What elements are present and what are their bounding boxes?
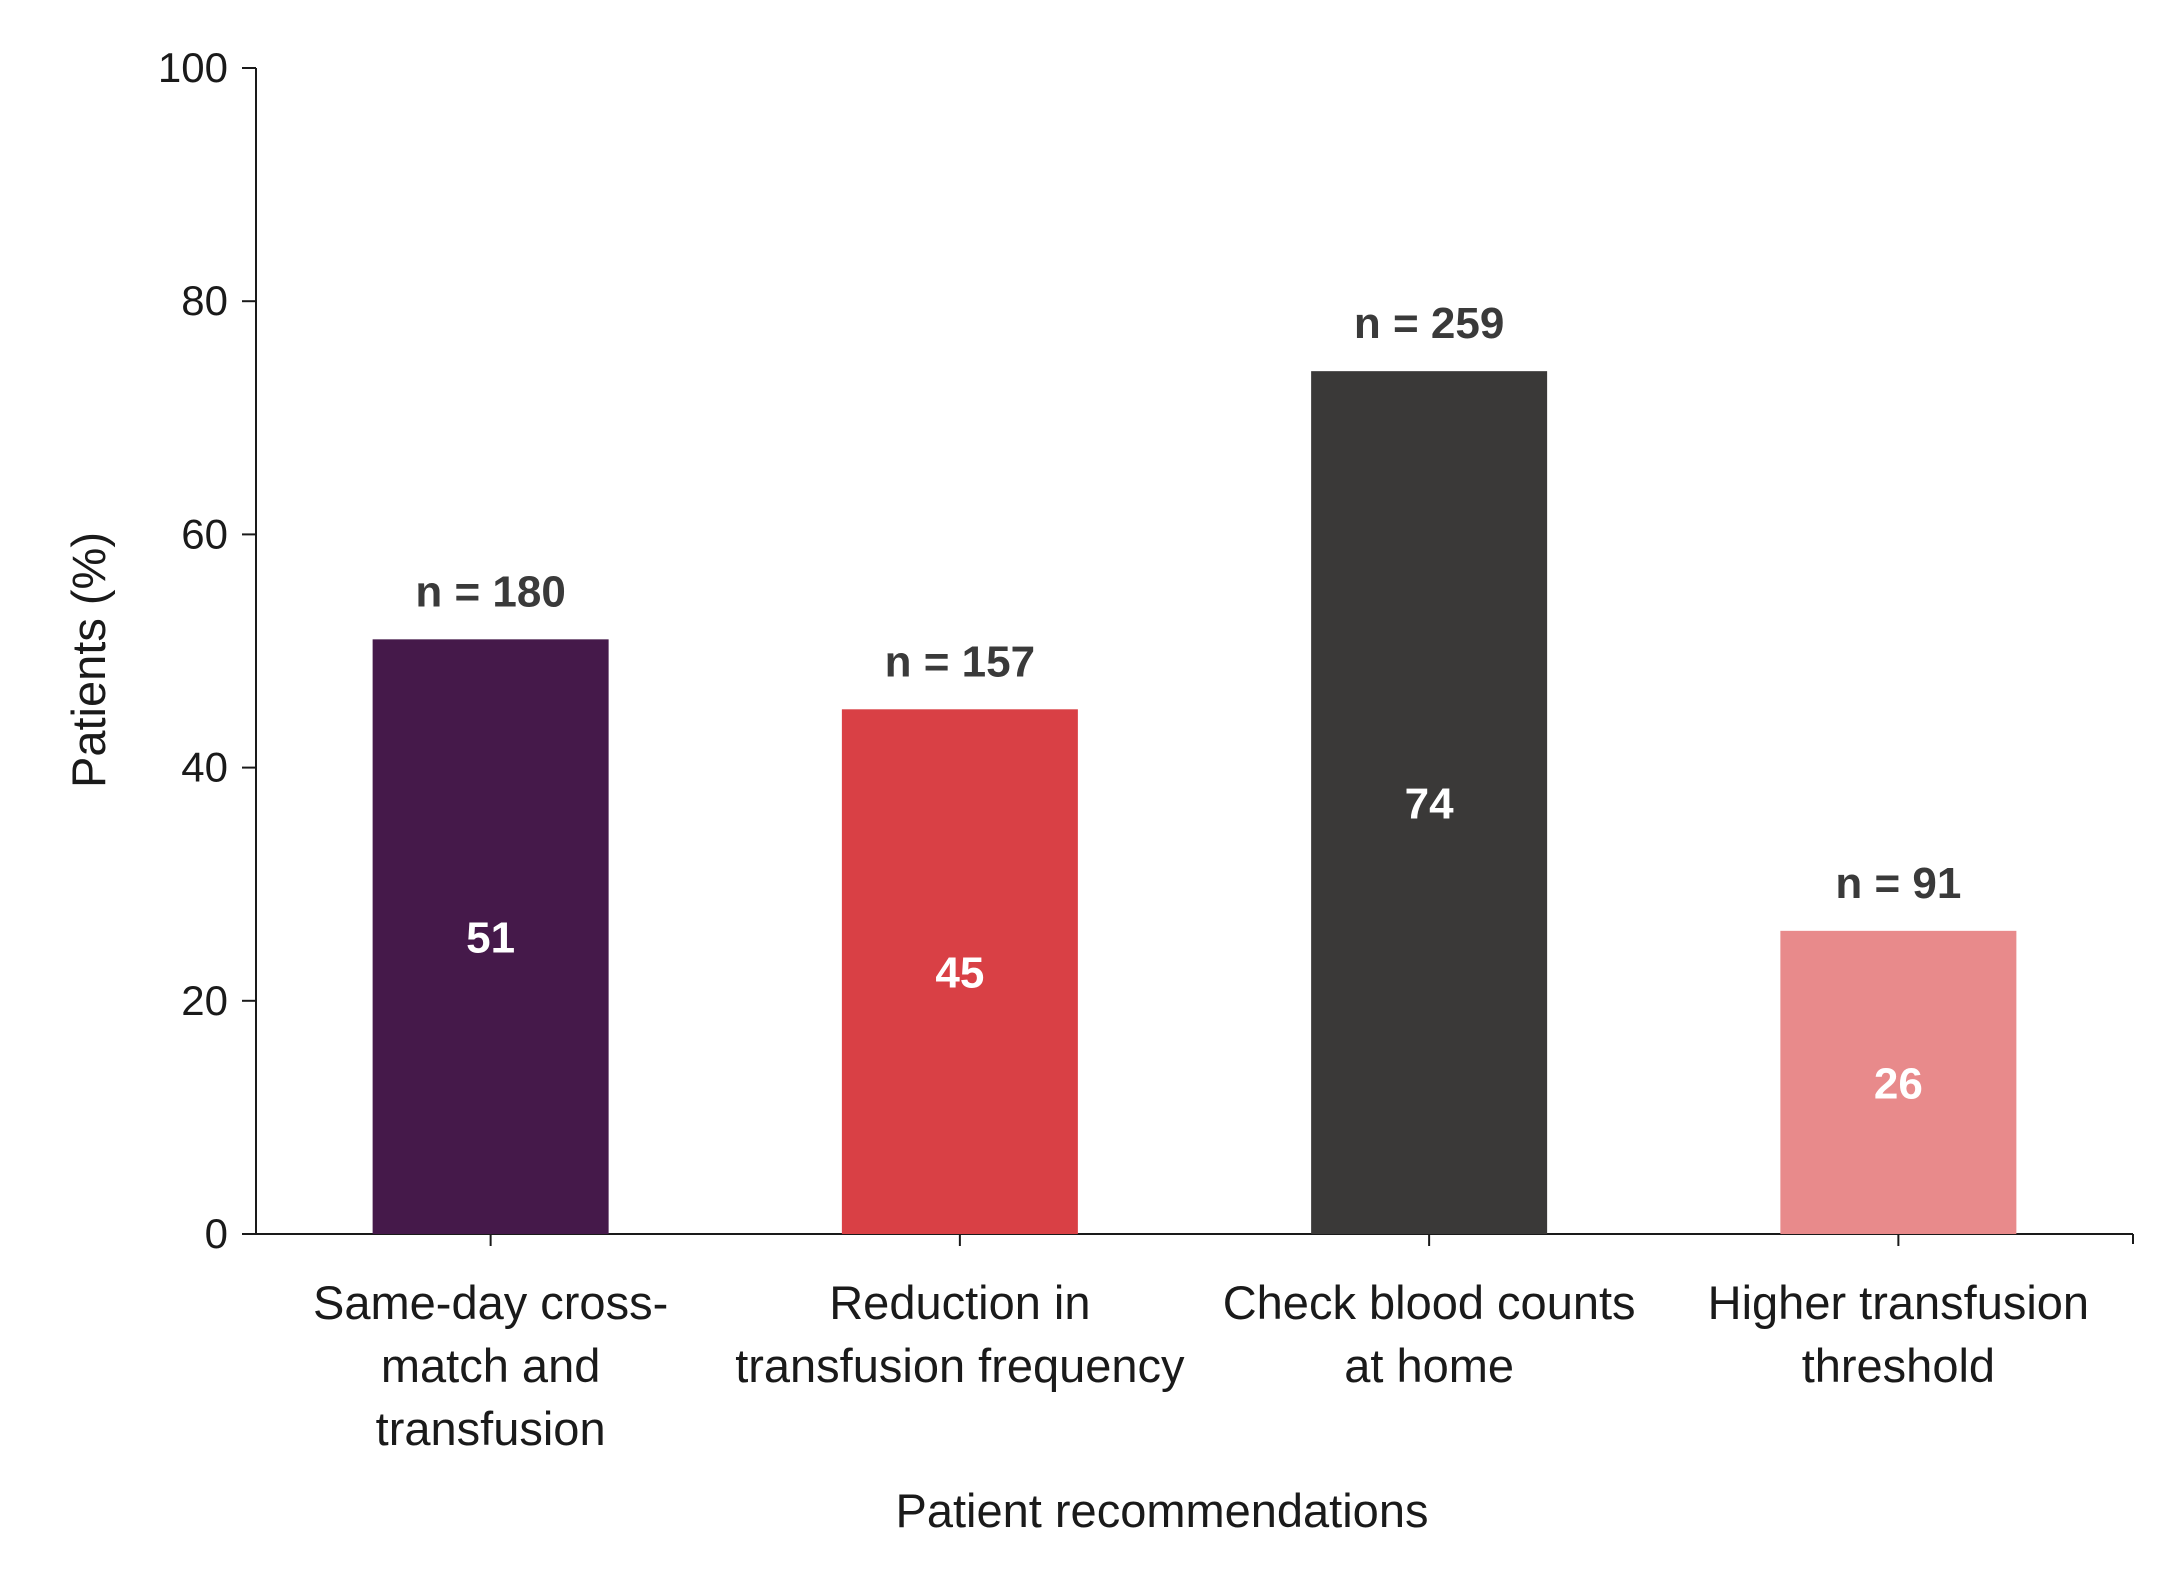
bars — [372, 371, 2017, 1234]
bar-value-label: 51 — [466, 914, 515, 963]
x-category-label: Higher transfusion — [1708, 1276, 2089, 1329]
x-category-label: Reduction in — [829, 1276, 1090, 1329]
bar-labels: 51 n = 180 45 n = 157 74 n = 259 26 n = 91 — [415, 299, 1961, 1108]
bar-value-label: 26 — [1874, 1059, 1923, 1108]
y-tick-label: 40 — [181, 744, 228, 791]
bar — [1780, 930, 2017, 1234]
y-tick-label: 60 — [181, 510, 228, 557]
x-axis: Same-day cross-match and transfusion Reduc… — [256, 1233, 2134, 1455]
y-axis-title: Patients (%) — [62, 532, 115, 788]
x-axis-title: Patient recommendations — [896, 1484, 1429, 1537]
y-axis: 0 20 40 60 80 100 — [158, 44, 257, 1257]
x-category-label: Check blood counts — [1223, 1276, 1636, 1329]
y-tick-label: 80 — [181, 277, 228, 324]
bar-n-label: n = 91 — [1835, 859, 1961, 908]
bar — [841, 709, 1078, 1234]
y-tick-label: 0 — [205, 1210, 228, 1257]
x-category-label: match and — [381, 1339, 600, 1392]
bar-value-label: 45 — [935, 949, 984, 998]
y-tick-label: 20 — [181, 977, 228, 1024]
x-category-label: at home — [1344, 1339, 1514, 1392]
x-category-label: threshold — [1802, 1339, 1995, 1392]
bar-value-label: 74 — [1405, 780, 1454, 829]
bar-n-label: n = 157 — [885, 637, 1035, 686]
bar — [372, 639, 609, 1234]
x-category-label: transfusion — [376, 1402, 606, 1455]
x-category-label: Same-day cross- — [313, 1276, 668, 1329]
bar-n-label: n = 180 — [415, 567, 565, 616]
bar — [1311, 371, 1548, 1234]
x-category-label: transfusion frequency — [735, 1339, 1185, 1392]
y-tick-label: 100 — [158, 44, 228, 91]
bar-n-label: n = 259 — [1354, 299, 1504, 348]
